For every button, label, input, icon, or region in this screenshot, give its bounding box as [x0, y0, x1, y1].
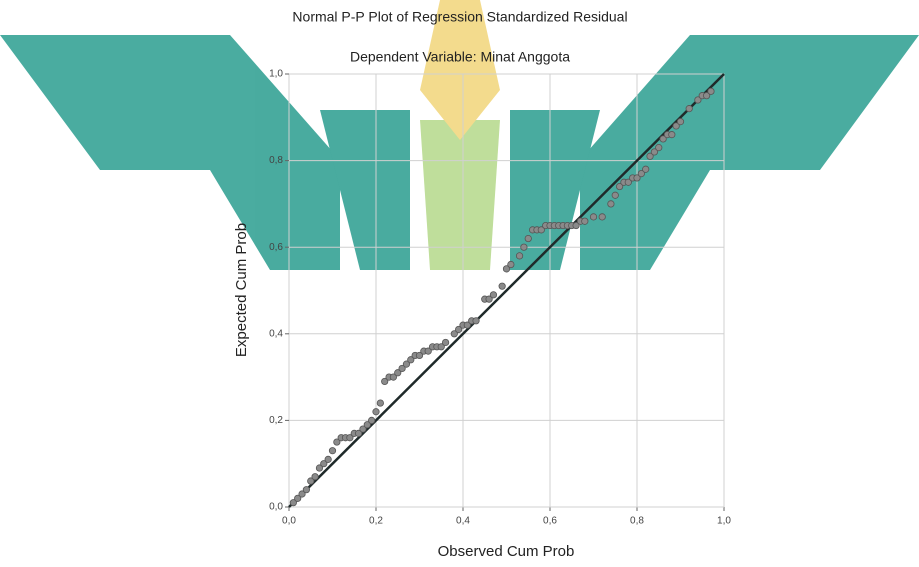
data-point: [325, 456, 331, 462]
y-tick-label: 0,8: [269, 155, 283, 166]
chart: Normal P-P Plot of Regression Standardiz…: [0, 0, 919, 567]
data-point: [677, 118, 683, 124]
data-point: [473, 318, 479, 324]
data-point: [656, 144, 662, 150]
data-point: [329, 448, 335, 454]
y-tick-label: 0,4: [269, 328, 283, 339]
data-point: [525, 235, 531, 241]
x-tick-label: 0,8: [630, 516, 644, 527]
y-axis-label: Expected Cum Prob: [233, 223, 250, 357]
data-point: [442, 339, 448, 345]
data-point: [669, 131, 675, 137]
watermark: [0, 0, 919, 270]
data-point: [377, 400, 383, 406]
x-tick-label: 0,6: [543, 516, 557, 527]
y-tick-label: 1,0: [269, 69, 283, 80]
data-point: [643, 166, 649, 172]
chart-subtitle: Dependent Variable: Minat Anggota: [350, 49, 570, 65]
x-tick-label: 0,0: [282, 516, 296, 527]
data-point: [608, 201, 614, 207]
y-tick-label: 0,0: [269, 502, 283, 513]
data-point: [373, 409, 379, 415]
data-point: [516, 253, 522, 259]
page: {"chart_data": {"type": "scatter", "titl…: [0, 0, 919, 567]
chart-title: Normal P-P Plot of Regression Standardiz…: [292, 9, 627, 25]
data-point: [599, 214, 605, 220]
x-axis-label: Observed Cum Prob: [438, 543, 575, 560]
data-point: [303, 486, 309, 492]
data-point: [312, 473, 318, 479]
data-point: [521, 244, 527, 250]
data-point: [368, 417, 374, 423]
x-tick-label: 0,2: [369, 516, 383, 527]
data-point: [590, 214, 596, 220]
data-point: [490, 292, 496, 298]
data-point: [582, 218, 588, 224]
data-point: [508, 261, 514, 267]
x-tick-label: 0,4: [456, 516, 470, 527]
data-point: [686, 105, 692, 111]
data-point: [708, 88, 714, 94]
data-point: [499, 283, 505, 289]
watermark-shape: [580, 35, 919, 270]
x-tick-label: 1,0: [717, 516, 731, 527]
data-point: [612, 192, 618, 198]
y-tick-label: 0,2: [269, 415, 283, 426]
y-tick-label: 0,6: [269, 242, 283, 253]
